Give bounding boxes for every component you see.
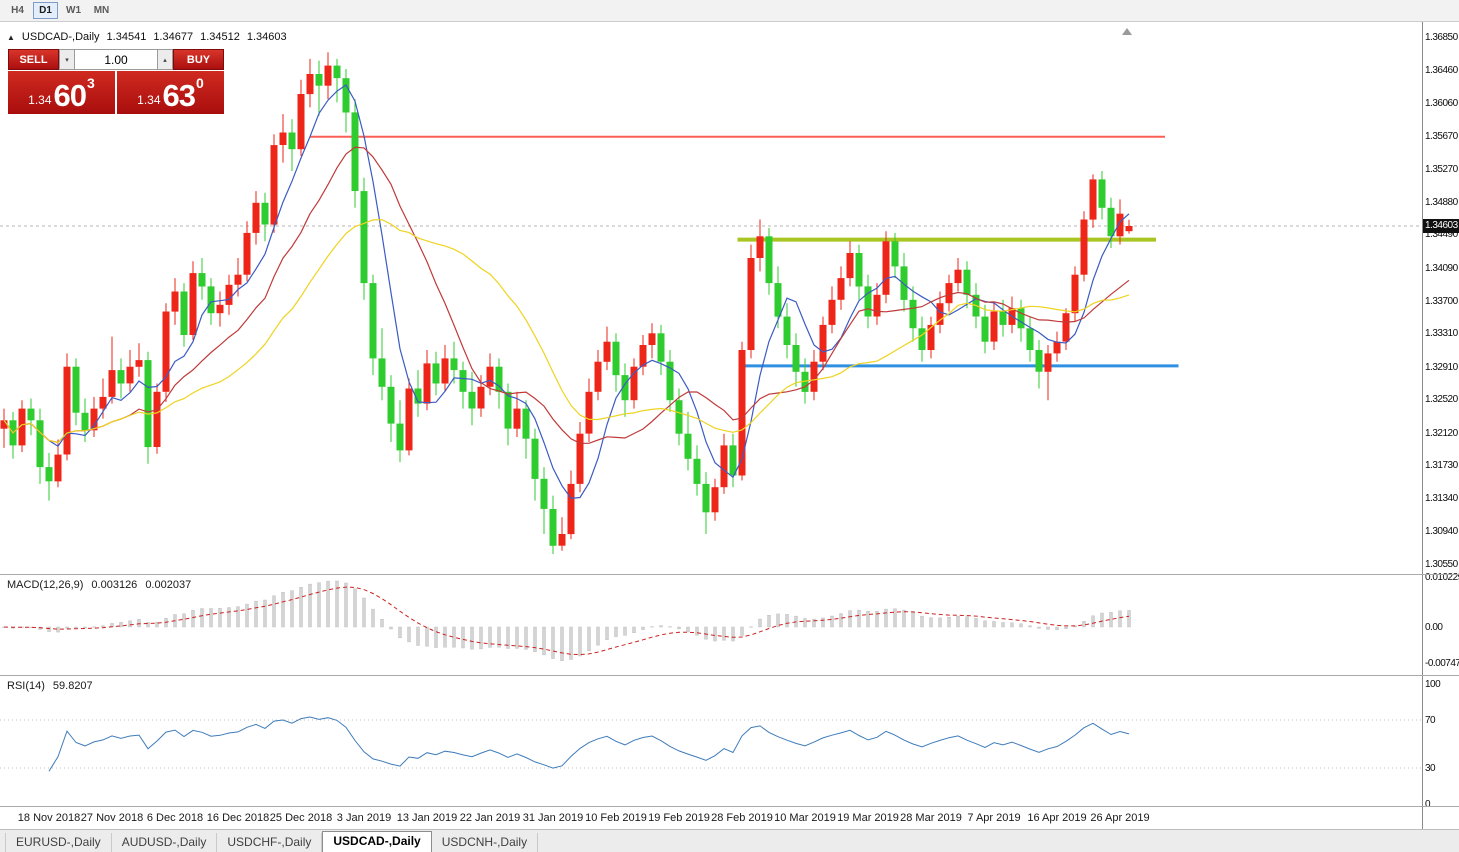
date-label: 22 Jan 2019 [459, 812, 521, 824]
macd-signal-value: 0.002037 [145, 579, 192, 591]
price-axis-label: 1.33700 [1425, 296, 1458, 307]
price-axis-label: 1.32910 [1425, 362, 1458, 373]
macd-axis-label: -0.007477 [1425, 658, 1459, 669]
volume-dropdown-button[interactable]: ▾ [59, 49, 75, 70]
price-axis-label: 1.36460 [1425, 65, 1458, 76]
date-label: 10 Feb 2019 [585, 812, 647, 824]
chart-symbol: USDCAD-,Daily [21, 31, 100, 43]
timeframe-toolbar: H4 D1 W1 MN [0, 0, 1459, 22]
chart-icon: ▲ [7, 32, 15, 42]
buy-price-display[interactable]: 1.34 63 0 [117, 71, 224, 114]
sell-price-big: 60 [53, 78, 87, 113]
volume-up-button[interactable]: ▴ [157, 49, 173, 70]
rsi-chart [0, 716, 1422, 772]
price-axis[interactable]: 1.36850 1.36460 1.36060 1.35670 1.35270 1.348… [1422, 22, 1459, 829]
sell-price-pip: 3 [87, 75, 95, 91]
date-label: 28 Mar 2019 [900, 812, 962, 824]
price-axis-label: 1.30550 [1425, 559, 1458, 570]
buy-price-pip: 0 [196, 75, 204, 91]
sell-price-prefix: 1.34 [28, 93, 52, 107]
pane-separator[interactable] [0, 806, 1459, 807]
price-axis-label: 1.34090 [1425, 263, 1458, 274]
timeframe-button-w1[interactable]: W1 [61, 2, 86, 19]
tab-usdcad-daily[interactable]: USDCAD-,Daily [322, 831, 432, 852]
candlestick-chart[interactable] [0, 22, 1422, 574]
sell-button[interactable]: SELL [8, 49, 59, 70]
price-axis-label: 1.31340 [1425, 493, 1458, 504]
chevron-up-icon: ▴ [163, 56, 167, 64]
macd-main-value: 0.003126 [91, 579, 138, 591]
chart-tab-bar: EURUSD-,Daily AUDUSD-,Daily USDCHF-,Daily U… [0, 829, 1459, 852]
macd-label: MACD(12,26,9) [7, 579, 84, 591]
pane-separator[interactable] [0, 574, 1459, 575]
price-axis-label: 1.34880 [1425, 197, 1458, 208]
rsi-label-row: RSI(14) 59.8207 [7, 680, 93, 692]
price-axis-label: 1.32120 [1425, 428, 1458, 439]
price-axis-label: 1.36060 [1425, 98, 1458, 109]
rsi-axis-label: 70 [1425, 715, 1436, 726]
tab-eurusd-daily[interactable]: EURUSD-,Daily [5, 833, 112, 852]
tab-usdchf-daily[interactable]: USDCHF-,Daily [217, 833, 323, 852]
buy-button[interactable]: BUY [173, 49, 224, 70]
price-chart-pane[interactable]: ▲ USDCAD-,Daily 1.34541 1.34677 1.34512 … [0, 22, 1422, 574]
price-axis-label: 1.35670 [1425, 131, 1458, 142]
one-click-controls-row: SELL ▾ ▴ BUY [8, 49, 224, 70]
date-label: 19 Feb 2019 [648, 812, 710, 824]
chart-title: ▲ USDCAD-,Daily 1.34541 1.34677 1.34512 … [7, 31, 287, 43]
date-label: 16 Dec 2018 [206, 812, 270, 824]
one-click-trading-widget: SELL ▾ ▴ BUY 1.34 60 3 1.34 63 0 [8, 49, 224, 114]
price-axis-label: 1.36850 [1425, 32, 1458, 43]
rsi-axis-label: 100 [1425, 679, 1441, 690]
date-label: 13 Jan 2019 [396, 812, 458, 824]
date-label: 7 Apr 2019 [967, 812, 1021, 824]
price-axis-label: 1.35270 [1425, 164, 1458, 175]
rsi-axis-label: 30 [1425, 763, 1436, 774]
chevron-down-icon: ▾ [65, 56, 69, 64]
pane-separator[interactable] [0, 675, 1459, 676]
date-label: 18 Nov 2018 [17, 812, 81, 824]
tab-usdcnh-daily[interactable]: USDCNH-,Daily [432, 833, 539, 852]
date-label: 6 Dec 2018 [146, 812, 204, 824]
buy-price-big: 63 [162, 78, 196, 113]
ohlc-close: 1.34603 [246, 31, 287, 43]
chart-shift-marker-icon[interactable] [1122, 28, 1132, 35]
macd-axis-label: 0.010229 [1425, 572, 1459, 583]
price-axis-label: 1.32520 [1425, 394, 1458, 405]
date-label: 27 Nov 2018 [80, 812, 144, 824]
date-label: 28 Feb 2019 [711, 812, 773, 824]
price-axis-label: 1.33310 [1425, 328, 1458, 339]
one-click-prices-row: 1.34 60 3 1.34 63 0 [8, 71, 224, 114]
timeframe-button-d1[interactable]: D1 [33, 2, 58, 19]
price-axis-label: 1.31730 [1425, 460, 1458, 471]
date-label: 3 Jan 2019 [336, 812, 392, 824]
date-axis[interactable]: 18 Nov 2018 27 Nov 2018 6 Dec 2018 16 Dec 2… [0, 807, 1422, 829]
ohlc-low: 1.34512 [200, 31, 240, 43]
macd-axis-label: 0.00 [1425, 622, 1443, 633]
macd-label-row: MACD(12,26,9) 0.003126 0.002037 [7, 579, 191, 591]
timeframe-button-h4[interactable]: H4 [5, 2, 30, 19]
volume-input[interactable] [75, 49, 157, 70]
ohlc-high: 1.34677 [153, 31, 194, 43]
date-label: 31 Jan 2019 [522, 812, 584, 824]
price-axis-label: 1.30940 [1425, 526, 1458, 537]
ohlc-open: 1.34541 [106, 31, 147, 43]
rsi-pane[interactable]: RSI(14) 59.8207 [0, 676, 1422, 806]
rsi-label: RSI(14) [7, 680, 45, 692]
macd-chart [2, 580, 1131, 661]
date-label: 16 Apr 2019 [1027, 812, 1087, 824]
date-label: 10 Mar 2019 [774, 812, 836, 824]
tab-audusd-daily[interactable]: AUDUSD-,Daily [112, 833, 218, 852]
date-label: 25 Dec 2018 [269, 812, 333, 824]
current-price-badge: 1.34603 [1423, 219, 1459, 233]
timeframe-button-mn[interactable]: MN [89, 2, 114, 19]
date-label: 19 Mar 2019 [837, 812, 899, 824]
rsi-value: 59.8207 [52, 680, 93, 692]
sell-price-display[interactable]: 1.34 60 3 [8, 71, 115, 114]
buy-price-prefix: 1.34 [137, 93, 161, 107]
price-axis-label: 1.34490 [1425, 229, 1458, 240]
rsi-axis-label: 0 [1425, 799, 1431, 810]
date-label: 26 Apr 2019 [1090, 812, 1150, 824]
macd-pane[interactable]: MACD(12,26,9) 0.003126 0.002037 [0, 575, 1422, 675]
